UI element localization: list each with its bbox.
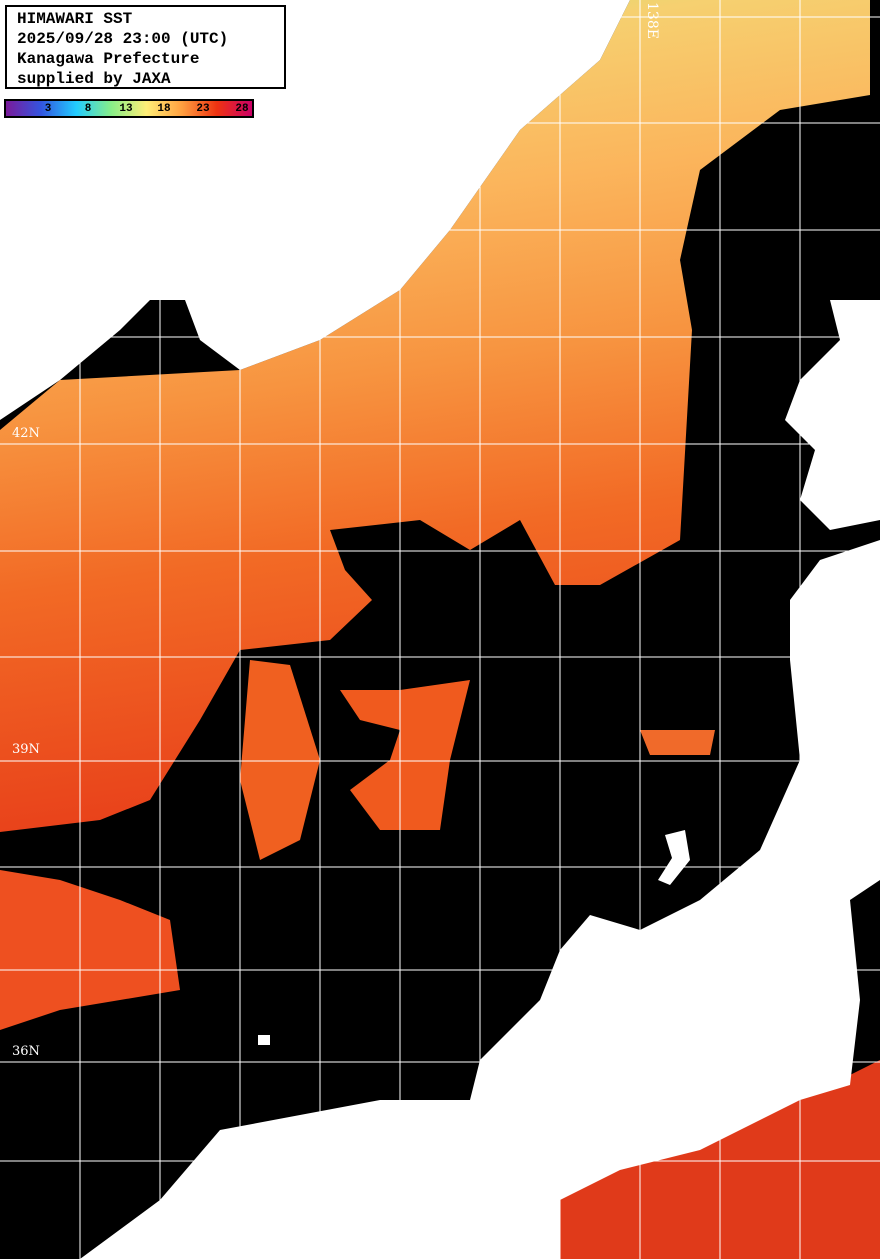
land-sado-island [658, 830, 690, 885]
colorbar-tick: 3 [44, 103, 52, 115]
lon-label-138e: 138E [644, 2, 660, 39]
colorbar-tick: 23 [196, 103, 210, 115]
colorbar-tick: 18 [157, 103, 171, 115]
land-small-island [258, 1035, 270, 1045]
sst-warm-region [0, 0, 870, 832]
land-honshu [80, 540, 880, 1259]
colorbar-tick: 8 [84, 103, 92, 115]
lat-label-39n: 39N [12, 742, 40, 757]
sst-patch [240, 660, 320, 860]
colorbar-tick: 13 [119, 103, 133, 115]
lat-label-36n: 36N [12, 1044, 40, 1059]
colorbar: 3 8 13 18 23 28 [4, 99, 254, 118]
land-small-island [165, 110, 215, 165]
sst-patch [340, 680, 470, 830]
publisher: Kanagawa Prefecture [17, 50, 200, 68]
timestamp: 2025/09/28 23:00 (UTC) [17, 30, 229, 48]
colorbar-tick: 28 [235, 103, 249, 115]
data-credit: supplied by JAXA [17, 70, 171, 88]
sst-patch [640, 730, 715, 755]
title-box: HIMAWARI SST 2025/09/28 23:00 (UTC) Kana… [5, 5, 286, 89]
sst-patch [0, 870, 180, 1030]
title: HIMAWARI SST [17, 10, 133, 28]
land-hokkaido [785, 300, 880, 530]
lat-label-42n: 42N [12, 426, 40, 441]
